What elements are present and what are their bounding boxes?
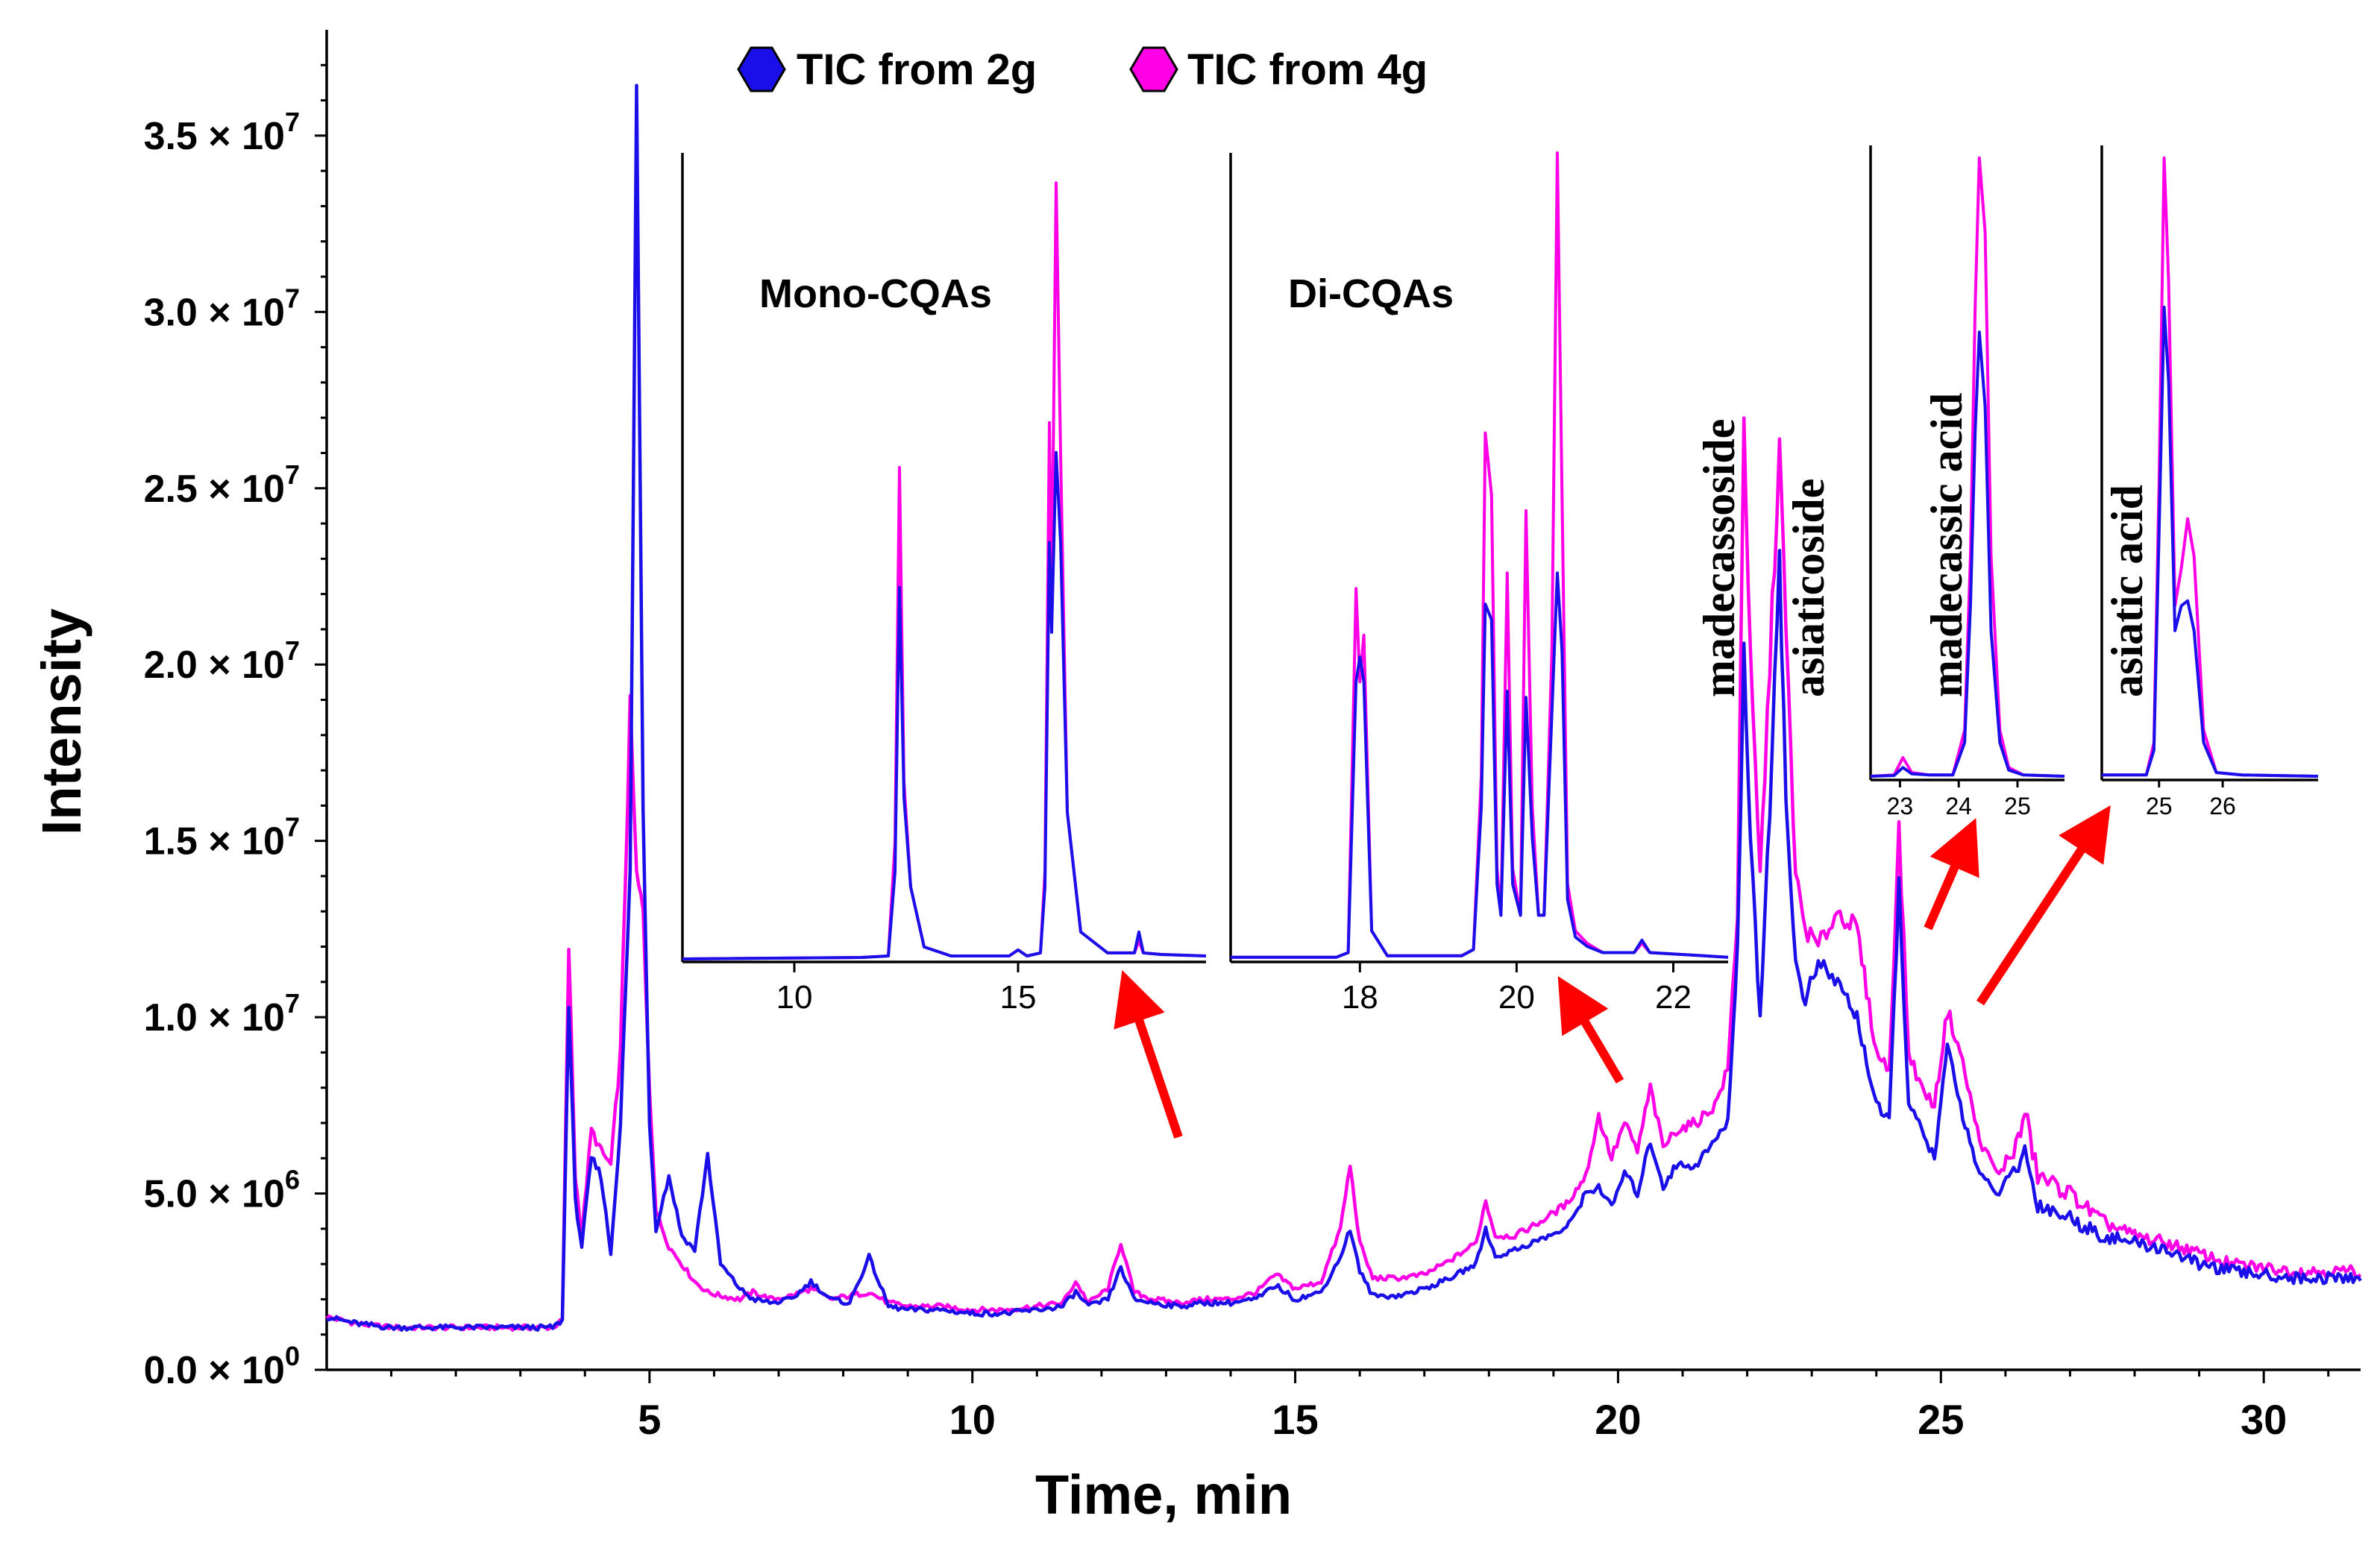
y-tick-exponent: 7 (285, 283, 300, 313)
y-tick-exponent: 7 (285, 107, 300, 137)
label-madecassoside: madecassoside (1695, 419, 1744, 697)
inset-di-cqas: 18 20 22 Di-CQAs (1229, 151, 1729, 1016)
legend: TIC from 2g TIC from 4g (737, 45, 1428, 94)
y-tick-exponent: 7 (285, 459, 300, 490)
y-tick-times: × 10 (198, 1349, 285, 1392)
legend-marker-4g (1129, 46, 1178, 92)
inset-madecassic-acid: 23 24 25 madecassic acid (1869, 145, 2065, 820)
y-tick-mantissa: 3.0 (144, 291, 198, 334)
x-axis-title: Time, min (1035, 1464, 1292, 1526)
y-tick-times: × 10 (198, 644, 285, 687)
y-tick-mantissa: 3.5 (144, 115, 198, 158)
inset-asiatic-x-ticks: 25 26 (2146, 780, 2236, 820)
legend-marker-2g (737, 46, 786, 92)
inset-di-tick-label: 18 (1342, 979, 1378, 1016)
y-tick-label: 2.0 × 107 (144, 635, 300, 687)
trace-tic-4g (325, 416, 2362, 1333)
inset-mono-cqas: 10 15 Mono-CQAs (681, 153, 1207, 1016)
inset-di-tick-label: 22 (1655, 979, 1692, 1016)
inset-madecassic-trace-2g (1870, 330, 2065, 778)
y-tick-mantissa: 0.0 (144, 1349, 198, 1392)
inset-asiatic-tick-label: 25 (2146, 793, 2173, 820)
x-tick-label: 5 (638, 1396, 661, 1443)
inset-asiatic-trace-2g (2102, 305, 2319, 778)
y-tick-times: × 10 (198, 996, 285, 1039)
y-tick-exponent: 7 (285, 635, 300, 666)
y-tick-times: × 10 (198, 291, 285, 334)
label-madecassic-acid: madecassic acid (1922, 393, 1971, 697)
y-tick-mantissa: 1.5 (144, 820, 198, 863)
y-tick-label: 3.0 × 107 (144, 283, 300, 334)
inset-madecassic-tick-label: 24 (1945, 793, 1972, 820)
inset-mono-tick-label: 15 (1000, 979, 1037, 1016)
y-tick-label: 1.5 × 107 (144, 812, 300, 863)
y-tick-label: 3.5 × 107 (144, 107, 300, 158)
y-tick-mantissa: 1.0 (144, 996, 198, 1039)
y-tick-mantissa: 5.0 (144, 1173, 198, 1216)
y-tick-times: × 10 (198, 1173, 285, 1216)
inset-di-x-ticks: 18 20 22 (1342, 962, 1692, 1016)
inset-di-title: Di-CQAs (1288, 271, 1454, 316)
inset-asiatic-acid: 25 26 asiatic acid (2100, 145, 2319, 820)
x-tick-label: 20 (1595, 1396, 1641, 1443)
inset-mono-trace-2g (682, 450, 1207, 960)
inset-asiatic-tick-label: 26 (2209, 793, 2236, 820)
y-tick-label: 1.0 × 107 (144, 988, 300, 1039)
inset-mono-traces (682, 181, 1207, 960)
label-asiaticoside: asiaticoside (1784, 479, 1833, 697)
arrow-mono-cqas (1114, 969, 1183, 1139)
trace-tic-2g (326, 84, 2362, 1332)
arrows (1114, 805, 2111, 1139)
inset-madecassic-traces (1870, 156, 2065, 778)
x-ticks: 5 10 15 20 25 30 (390, 1370, 2330, 1443)
y-tick-label: 5.0 × 106 (144, 1165, 300, 1216)
inset-mono-tick-label: 10 (776, 979, 813, 1016)
inset-madecassic-trace-4g (1870, 156, 2065, 778)
y-tick-mantissa: 2.0 (144, 644, 198, 687)
main-traces (325, 84, 2362, 1333)
x-tick-label: 25 (1918, 1396, 1964, 1443)
y-tick-exponent: 7 (285, 812, 300, 843)
y-tick-times: × 10 (198, 820, 285, 863)
inset-di-trace-2g (1231, 571, 1729, 959)
x-tick-label: 15 (1272, 1396, 1318, 1443)
label-asiatic-acid: asiatic acid (2103, 485, 2152, 697)
arrow-madecassic-acid (1924, 817, 1979, 931)
x-tick-label: 30 (2241, 1396, 2287, 1443)
y-tick-exponent: 0 (285, 1341, 300, 1371)
inset-madecassic-tick-label: 25 (2004, 793, 2031, 820)
y-tick-times: × 10 (198, 468, 285, 511)
inset-mono-title: Mono-CQAs (759, 271, 992, 316)
y-tick-mantissa: 2.5 (144, 468, 198, 511)
inset-mono-x-ticks: 10 15 (776, 962, 1037, 1016)
arrow-asiatic-acid (1976, 805, 2111, 1006)
legend-label-2g: TIC from 2g (797, 45, 1037, 94)
y-tick-label: 2.5 × 107 (144, 459, 300, 511)
inset-di-traces (1231, 151, 1729, 959)
inset-asiatic-traces (2102, 156, 2319, 778)
y-tick-label: 0.0 × 100 (144, 1341, 300, 1392)
y-axis-title: Intensity (31, 608, 92, 835)
y-tick-times: × 10 (198, 115, 285, 158)
y-tick-exponent: 7 (285, 988, 300, 1019)
inset-di-tick-label: 20 (1498, 979, 1535, 1016)
inset-madecassic-x-ticks: 23 24 25 (1887, 780, 2031, 820)
x-tick-label: 10 (949, 1396, 996, 1443)
inset-madecassic-tick-label: 23 (1887, 793, 1914, 820)
arrow-di-cqas (1557, 976, 1624, 1084)
y-tick-exponent: 6 (285, 1165, 300, 1195)
legend-label-4g: TIC from 4g (1187, 45, 1428, 94)
